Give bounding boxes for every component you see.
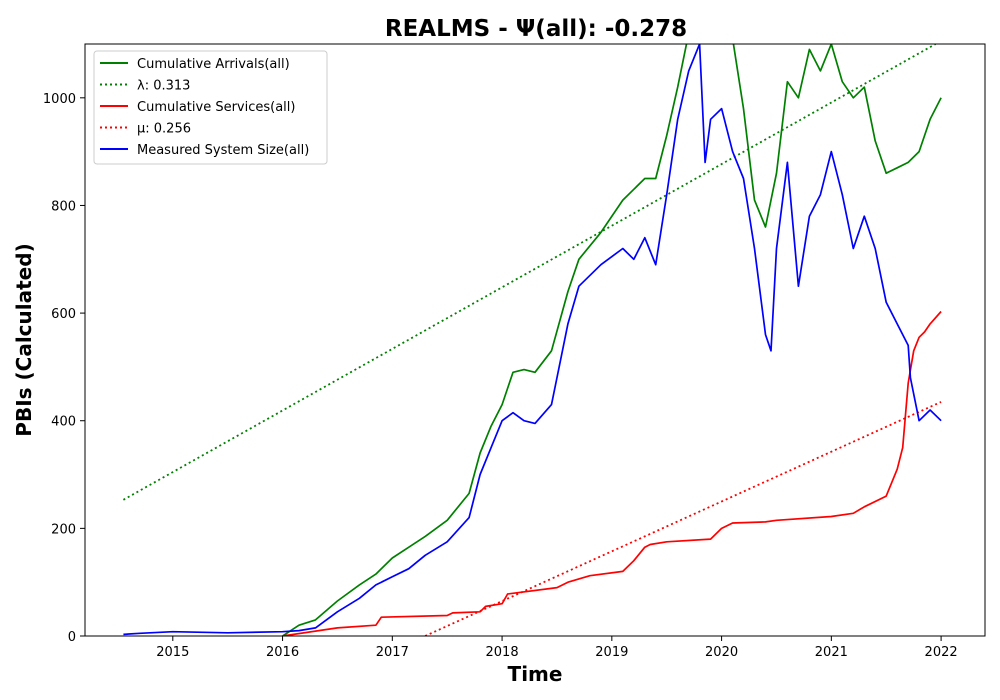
y-tick-label: 200 [51,522,76,537]
plot-frame [84,43,986,637]
series-line-5 [123,44,942,636]
x-tick-label: 2018 [486,645,519,660]
series-line-4 [424,401,942,636]
x-axis-title: Time [508,662,563,686]
legend-label: Cumulative Services(all) [137,100,295,115]
chart-title: REALMS - Ψ(all): -0.278 [385,16,687,42]
series-line-1 [282,44,942,636]
x-tick-label: 2022 [925,645,958,660]
x-axis: 2015 2016 2017 2018 2019 2020 2021 2022 [156,636,958,660]
x-tick-label: 2015 [156,645,189,660]
legend-label: Measured System Size(all) [137,143,309,158]
y-tick-label: 800 [51,199,76,214]
x-tick-label: 2021 [815,645,848,660]
x-tick-label: 2020 [705,645,738,660]
legend-label: λ: 0.313 [137,79,190,94]
x-tick-label: 2017 [376,645,409,660]
legend-label: Cumulative Arrivals(all) [137,57,290,72]
y-tick-label: 0 [68,630,76,645]
series-line-2 [122,44,937,501]
x-tick-label: 2016 [266,645,299,660]
y-axis: 0 200 400 600 800 1000 [43,92,85,645]
y-tick-label: 600 [51,307,76,322]
series-lines [122,44,942,636]
series-line-3 [282,310,942,636]
legend-frame [93,50,328,165]
y-axis-title: PBIs (Calculated) [12,243,36,436]
legend-label: μ: 0.256 [137,122,191,137]
y-tick-label: 400 [51,415,76,430]
legend: Cumulative Arrivals(all) λ: 0.313 Cumulati… [93,50,328,165]
x-tick-label: 2019 [595,645,628,660]
y-tick-label: 1000 [43,92,76,107]
